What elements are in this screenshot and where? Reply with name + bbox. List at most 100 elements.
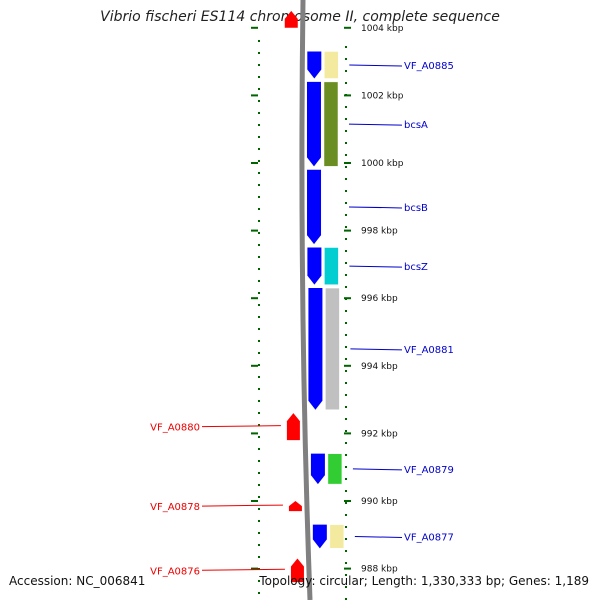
track-dot <box>258 436 260 438</box>
track-dot <box>345 322 347 324</box>
track-dot <box>345 370 347 372</box>
track-dot <box>258 88 260 90</box>
track-dot <box>345 502 347 504</box>
chromosome-backbone <box>299 0 313 600</box>
track-dot <box>345 490 347 492</box>
tick-mark-left <box>251 26 258 29</box>
forward-gene-arrow <box>307 247 322 285</box>
tick-mark-right <box>344 297 351 300</box>
tick-mark-right <box>344 26 351 29</box>
tick-mark-left <box>251 364 258 367</box>
track-dot <box>258 592 260 594</box>
track-dot <box>258 508 260 510</box>
track-dot <box>345 262 347 264</box>
reverse-gene-arrow <box>286 413 300 441</box>
track-dot <box>258 268 260 270</box>
gene-label: VF_A0876 <box>150 566 200 577</box>
tick-label: 1004 kbp <box>361 24 404 34</box>
forward-gene-arrow <box>310 453 325 485</box>
track-dot <box>345 454 347 456</box>
track-dot <box>258 388 260 390</box>
gene-label-leader <box>349 265 403 268</box>
track-dot <box>345 46 347 48</box>
track-dot <box>345 418 347 420</box>
track-dot <box>258 352 260 354</box>
gene-label: VF_A0879 <box>404 465 454 476</box>
tick-mark-right <box>344 567 351 570</box>
track-dot <box>258 316 260 318</box>
cog-category-bar <box>325 287 340 410</box>
track-dot <box>345 118 347 120</box>
track-dot <box>258 112 260 114</box>
track-dot <box>345 226 347 228</box>
forward-gene-arrow <box>307 51 322 79</box>
track-dot <box>345 586 347 588</box>
track-dot <box>258 244 260 246</box>
track-dot <box>258 136 260 138</box>
track-dot <box>258 568 260 570</box>
track-dot <box>345 154 347 156</box>
gene-label: VF_A0881 <box>404 345 454 356</box>
track-dot <box>345 202 347 204</box>
track-dot <box>258 412 260 414</box>
tick-mark-left <box>251 567 258 570</box>
track-dot <box>258 340 260 342</box>
track-dot <box>345 562 347 564</box>
tick-mark-right <box>344 432 351 435</box>
topology-summary: Topology: circular; Length: 1,330,333 bp… <box>259 574 589 588</box>
track-dot <box>258 424 260 426</box>
track-dot <box>258 544 260 546</box>
tick-mark-right <box>344 94 351 97</box>
track-dot <box>345 130 347 132</box>
reverse-gene-arrow <box>288 501 302 512</box>
track-dot <box>345 310 347 312</box>
track-dot <box>345 142 347 144</box>
track-dot <box>345 274 347 276</box>
track-dot <box>258 184 260 186</box>
gene-label-leader <box>201 568 285 571</box>
reverse-gene-arrow <box>290 558 304 583</box>
gene-label-leader <box>201 504 283 507</box>
gene-label-leader <box>350 348 403 351</box>
tick-label: 996 kbp <box>361 294 398 304</box>
track-dot <box>258 64 260 66</box>
accession-text: Accession: NC_006841 <box>9 574 146 588</box>
tick-mark-right <box>344 500 351 502</box>
track-dot <box>345 514 347 516</box>
track-dot <box>345 358 347 360</box>
track-dot <box>258 220 260 222</box>
track-dot <box>258 160 260 162</box>
track-dot <box>345 406 347 408</box>
track-dot <box>345 598 347 600</box>
track-dot <box>258 124 260 126</box>
cog-category-bar <box>324 51 339 79</box>
tick-label: 1002 kbp <box>361 91 404 101</box>
gene-label-leader <box>349 64 403 67</box>
tick-mark-left <box>251 500 258 502</box>
reverse-gene-arrow <box>284 10 298 28</box>
gene-features <box>284 10 345 583</box>
cog-category-bar <box>324 247 339 285</box>
track-dot <box>258 532 260 534</box>
track-dot <box>345 394 347 396</box>
gene-label-leader <box>201 425 281 428</box>
track-dot <box>345 82 347 84</box>
track-dot <box>345 58 347 60</box>
tick-mark-right <box>344 229 351 232</box>
track-dot <box>258 172 260 174</box>
track-dot <box>345 334 347 336</box>
track-dot <box>345 106 347 108</box>
track-dot <box>258 256 260 258</box>
gene-label-leader <box>352 468 403 471</box>
gene-label: VF_A0885 <box>404 61 454 72</box>
scale-ticks: 1004 kbp 1002 kbp 1000 kbp 998 kbp 996 kbp 99… <box>251 24 404 575</box>
track-dot <box>345 70 347 72</box>
track-dot <box>345 238 347 240</box>
gene-label: bcsB <box>404 203 428 214</box>
forward-gene-arrow <box>306 81 321 167</box>
tick-mark-left <box>251 432 258 435</box>
track-dot <box>258 196 260 198</box>
track-dot <box>258 556 260 558</box>
cog-category-bar <box>323 81 339 167</box>
